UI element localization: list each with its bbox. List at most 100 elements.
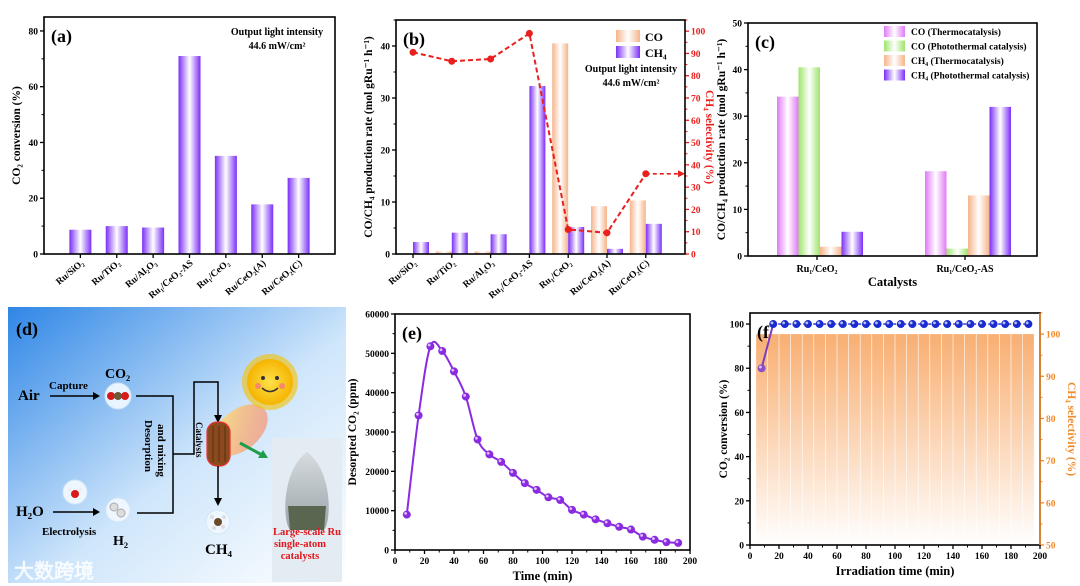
y-tick-label: 40000 — [365, 389, 389, 399]
point-highlight — [463, 394, 466, 397]
legend-label: CO (Photothermal catalysis) — [911, 42, 1027, 53]
selectivity-point — [564, 225, 572, 233]
data-point — [461, 392, 470, 401]
conversion-point — [920, 320, 928, 329]
selectivity-bar — [953, 334, 965, 545]
y-tick-label: 40 — [735, 453, 745, 463]
conversion-line-start — [760, 323, 775, 369]
desorption-label-1: Desorption — [142, 420, 154, 472]
annotation-light-intensity: Output light intensity — [231, 27, 323, 38]
y2-tick-label: 50 — [691, 139, 701, 149]
conversion-point — [943, 320, 952, 329]
selectivity-bar — [790, 334, 802, 545]
y-tick-label: 0 — [33, 251, 38, 261]
bar-co — [474, 251, 491, 254]
sun-icon — [242, 354, 298, 410]
legend-label: CO (Thermocatalysis) — [911, 27, 1001, 38]
conversion-point — [792, 320, 801, 329]
x-tick-label: 40 — [449, 557, 459, 567]
air-label: Air — [18, 388, 40, 404]
bar — [989, 106, 1011, 256]
y-tick-label: 0 — [384, 547, 389, 557]
point-highlight — [510, 470, 514, 474]
x-tick-label: Ru₁/CeO₂ — [797, 264, 838, 275]
selectivity-bar — [779, 334, 791, 545]
y2-tick-label: 0 — [691, 251, 696, 261]
bar — [214, 155, 237, 254]
x-tick-label: 120 — [565, 557, 580, 567]
point-highlight — [475, 436, 478, 440]
selectivity-bar — [848, 334, 860, 545]
selectivity-bar — [976, 334, 988, 545]
panel-label-b: (b) — [403, 29, 425, 50]
selectivity-point — [409, 48, 417, 56]
selectivity-point — [603, 229, 611, 237]
point-highlight — [875, 321, 878, 325]
ch4-label: CH₄ — [205, 542, 233, 558]
capture-arrowhead — [93, 392, 100, 400]
x-tick-label: 140 — [946, 552, 961, 562]
panel-e-chart: 0 10000 20000 30000 40000 50000 60000 0 20 40 60 80… — [347, 311, 697, 584]
y-axis-label: CO₂ conversion (%) — [718, 380, 730, 479]
point-highlight — [663, 539, 667, 543]
data-point — [473, 435, 482, 444]
legend-swatch — [884, 69, 905, 81]
data-point — [603, 519, 612, 528]
data-point — [485, 450, 494, 459]
x-tick-label: 60 — [479, 557, 489, 567]
y-tick-label: 50000 — [365, 350, 389, 360]
conversion-point — [769, 320, 778, 329]
bar — [105, 226, 128, 254]
selectivity-bar — [941, 334, 953, 545]
axis-pointer-arrowhead — [678, 170, 685, 178]
y-tick-label: 0 — [385, 251, 390, 261]
x-tick-label: 160 — [975, 552, 990, 562]
point-highlight — [921, 321, 925, 325]
selectivity-bar — [883, 334, 895, 545]
x-tick-label: 100 — [535, 557, 550, 567]
y-tick-label: 30 — [381, 95, 391, 105]
bar — [925, 171, 947, 256]
y-tick-label: 100 — [730, 321, 745, 331]
selectivity-point — [448, 57, 456, 65]
x-tick-label: 200 — [1033, 552, 1048, 562]
panel-label-e: (e) — [402, 323, 422, 344]
point-highlight — [770, 321, 774, 325]
y-tick-label: 80 — [735, 365, 745, 375]
y-axis-label: Desorpted CO₂ (ppm) — [347, 378, 359, 485]
y-tick-label: 30 — [733, 113, 743, 123]
conversion-point — [815, 320, 824, 329]
selectivity-bar — [872, 334, 884, 545]
x-axis-label: Irradiation time (min) — [836, 564, 955, 578]
y2-tick-label: 90 — [1046, 373, 1056, 383]
y-tick-label: 60000 — [365, 311, 389, 321]
point-highlight — [817, 321, 820, 325]
catalyst-powder — [288, 506, 326, 530]
point-highlight — [616, 524, 620, 527]
point-highlight — [593, 516, 596, 520]
conversion-point — [757, 364, 766, 373]
data-point — [509, 468, 517, 477]
selectivity-point — [525, 29, 533, 37]
plot-frame — [43, 16, 336, 255]
selectivity-bar — [802, 334, 814, 545]
legend-swatch-ch4 — [616, 46, 640, 58]
point-highlight — [979, 321, 983, 325]
feed-line — [173, 381, 219, 455]
point-highlight — [628, 526, 632, 530]
annotation-light-intensity: Output light intensity — [585, 64, 677, 75]
data-point — [544, 493, 553, 502]
x-tick-label: 100 — [888, 552, 903, 562]
x-tick-label: 0 — [393, 557, 398, 567]
conversion-point — [989, 320, 998, 329]
point-highlight — [909, 321, 913, 325]
y-tick-label: 30000 — [365, 429, 389, 439]
bar — [946, 248, 968, 256]
point-highlight — [805, 321, 809, 325]
y-axis-label: CH₄ selectivity (%) — [1065, 382, 1077, 476]
x-tick-label: 60 — [832, 552, 842, 562]
point-highlight — [898, 321, 901, 325]
legend-label: CO — [645, 30, 663, 44]
point-highlight — [851, 321, 855, 325]
bar-ch4 — [529, 86, 546, 254]
